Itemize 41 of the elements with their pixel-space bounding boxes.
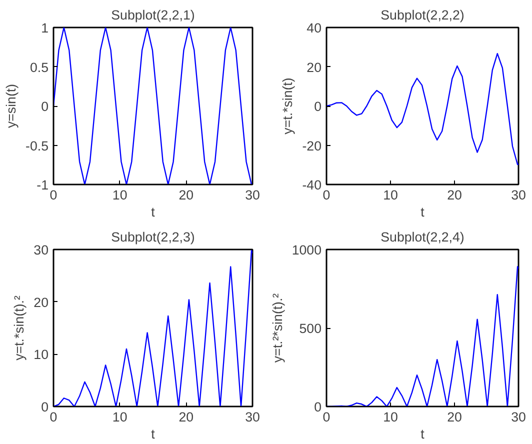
y-tick-label: 0 bbox=[314, 400, 322, 414]
y-axis-title: y=t.*sin(t) bbox=[280, 78, 296, 134]
y-tick-label: -1 bbox=[36, 178, 49, 192]
y-tick-label: -40 bbox=[302, 178, 322, 192]
y-tick-label: 0 bbox=[41, 400, 49, 414]
y-tick-label: 40 bbox=[306, 20, 322, 36]
y-tick-label: 1000 bbox=[292, 242, 322, 258]
x-tick-label: 20 bbox=[447, 410, 462, 424]
y-tick-label: 20 bbox=[306, 60, 322, 75]
y-tick-label: 500 bbox=[299, 321, 322, 336]
x-tick-label: 20 bbox=[447, 188, 462, 202]
x-tick-label: 30 bbox=[245, 188, 260, 202]
x-tick-label: 20 bbox=[178, 410, 194, 424]
y-tick-label: 0 bbox=[314, 99, 322, 114]
x-tick-label: 20 bbox=[178, 188, 194, 202]
chart-title: Subplot(2,2,3) bbox=[111, 230, 195, 244]
y-tick-label: -20 bbox=[302, 138, 322, 154]
x-axis-title: t bbox=[151, 426, 156, 442]
y-tick-label: -0.5 bbox=[26, 138, 48, 154]
chart-title: Subplot(2,2,4) bbox=[380, 230, 464, 244]
x-axis-title: t bbox=[420, 426, 425, 442]
chart-title: Subplot(2,2,2) bbox=[380, 8, 464, 22]
y-axis-title: y=sin(t) bbox=[4, 84, 19, 128]
y-tick-label: 20 bbox=[34, 294, 49, 310]
x-tick-label: 30 bbox=[245, 410, 260, 424]
x-axis-title: t bbox=[151, 204, 156, 220]
x-axis-title: t bbox=[420, 204, 425, 220]
x-tick-label: 10 bbox=[112, 188, 128, 202]
y-tick-label: 1 bbox=[41, 20, 49, 36]
y-tick-label: 30 bbox=[34, 242, 49, 258]
x-tick-label: 10 bbox=[112, 410, 128, 424]
y-tick-label: 10 bbox=[34, 347, 49, 362]
y-axis-title: y=t.*sin(t).² bbox=[12, 295, 27, 360]
y-tick-label: 0 bbox=[41, 99, 49, 114]
x-tick-label: 30 bbox=[511, 188, 526, 202]
x-tick-label: 10 bbox=[383, 410, 398, 424]
x-tick-label: 30 bbox=[511, 410, 526, 424]
chart-title: Subplot(2,2,1) bbox=[111, 8, 195, 22]
x-tick-label: 10 bbox=[383, 188, 398, 202]
y-tick-label: 0.5 bbox=[30, 60, 49, 75]
y-axis-title: y=t.²*sin(t).² bbox=[270, 292, 285, 363]
